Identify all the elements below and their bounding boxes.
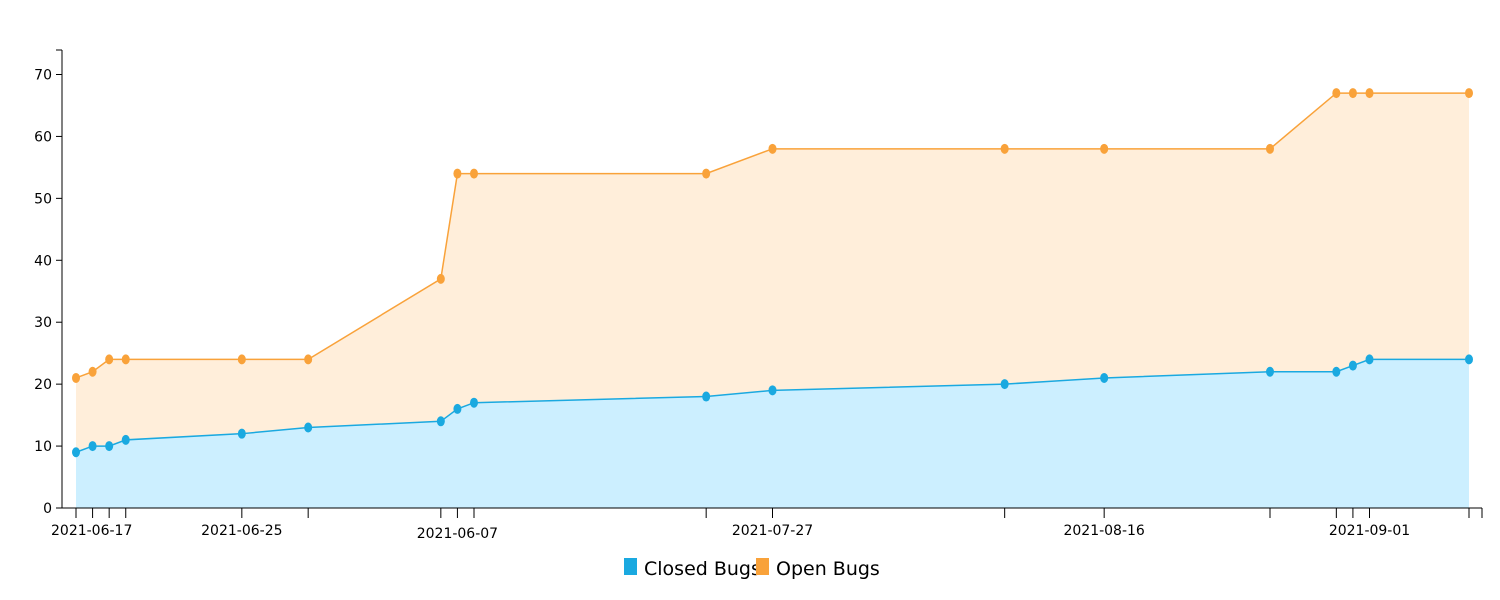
point-closed-bugs-12[interactable] (1100, 372, 1109, 383)
point-closed-bugs-16[interactable] (1365, 354, 1374, 365)
point-closed-bugs-4[interactable] (237, 428, 246, 439)
point-closed-bugs-3[interactable] (121, 434, 130, 445)
point-closed-bugs-11[interactable] (1000, 379, 1009, 390)
x-axis: 2021-06-17 2021-06-25 2021-06-07 2021-07-27… (51, 507, 1483, 542)
point-closed-bugs-0[interactable] (72, 447, 80, 458)
point-open-bugs-0[interactable] (72, 372, 80, 383)
point-open-bugs-2[interactable] (105, 354, 114, 365)
point-closed-bugs-17[interactable] (1465, 354, 1473, 365)
y-tick-label-20: 20 (34, 377, 52, 393)
point-open-bugs-6[interactable] (436, 273, 445, 284)
point-closed-bugs-13[interactable] (1266, 366, 1274, 377)
y-tick-label-10: 10 (34, 439, 52, 455)
x-tick-label-0: 2021-06-17 (51, 523, 132, 539)
legend-swatch-closed-bugs[interactable] (624, 558, 637, 575)
point-open-bugs-10[interactable] (768, 143, 777, 154)
legend: Closed Bugs Open Bugs (624, 558, 880, 580)
point-open-bugs-12[interactable] (1100, 143, 1109, 154)
point-closed-bugs-9[interactable] (702, 391, 711, 402)
point-closed-bugs-5[interactable] (304, 422, 313, 433)
x-tick-label-16: 2021-09-01 (1329, 523, 1410, 539)
point-closed-bugs-1[interactable] (88, 441, 97, 452)
point-closed-bugs-6[interactable] (436, 416, 445, 427)
y-tick-label-0: 0 (43, 501, 52, 517)
legend-label-open-bugs[interactable]: Open Bugs (776, 558, 880, 580)
point-closed-bugs-2[interactable] (105, 441, 114, 452)
point-closed-bugs-7[interactable] (453, 403, 462, 414)
point-open-bugs-16[interactable] (1365, 88, 1374, 99)
legend-label-closed-bugs[interactable]: Closed Bugs (644, 558, 761, 580)
y-tick-label-30: 30 (34, 315, 52, 331)
point-closed-bugs-14[interactable] (1332, 366, 1341, 377)
x-tick-label-10: 2021-07-27 (732, 523, 813, 539)
point-open-bugs-3[interactable] (121, 354, 130, 365)
y-tick-label-70: 70 (34, 68, 52, 84)
plot-areas (76, 93, 1469, 508)
point-open-bugs-1[interactable] (88, 366, 97, 377)
point-open-bugs-8[interactable] (470, 168, 478, 179)
point-closed-bugs-15[interactable] (1348, 360, 1357, 371)
point-open-bugs-15[interactable] (1348, 88, 1357, 99)
y-tick-label-40: 40 (34, 253, 52, 269)
point-open-bugs-13[interactable] (1266, 143, 1274, 154)
point-closed-bugs-10[interactable] (768, 385, 777, 396)
point-open-bugs-11[interactable] (1000, 143, 1009, 154)
point-closed-bugs-8[interactable] (470, 397, 478, 408)
point-open-bugs-17[interactable] (1465, 88, 1473, 99)
point-open-bugs-14[interactable] (1332, 88, 1341, 99)
plot-points (72, 88, 1473, 458)
x-tick-label-4: 2021-06-25 (201, 523, 282, 539)
y-tick-label-60: 60 (34, 129, 52, 145)
y-axis: 0 10 20 30 40 50 60 70 (34, 49, 63, 517)
point-open-bugs-7[interactable] (453, 168, 462, 179)
point-open-bugs-5[interactable] (304, 354, 313, 365)
x-tick-label-7: 2021-06-07 (417, 526, 498, 542)
point-open-bugs-4[interactable] (237, 354, 246, 365)
area-closed-bugs (76, 359, 1469, 508)
legend-swatch-open-bugs[interactable] (756, 558, 769, 575)
y-tick-label-50: 50 (34, 191, 52, 207)
x-tick-label-12: 2021-08-16 (1063, 523, 1144, 539)
point-open-bugs-9[interactable] (702, 168, 711, 179)
